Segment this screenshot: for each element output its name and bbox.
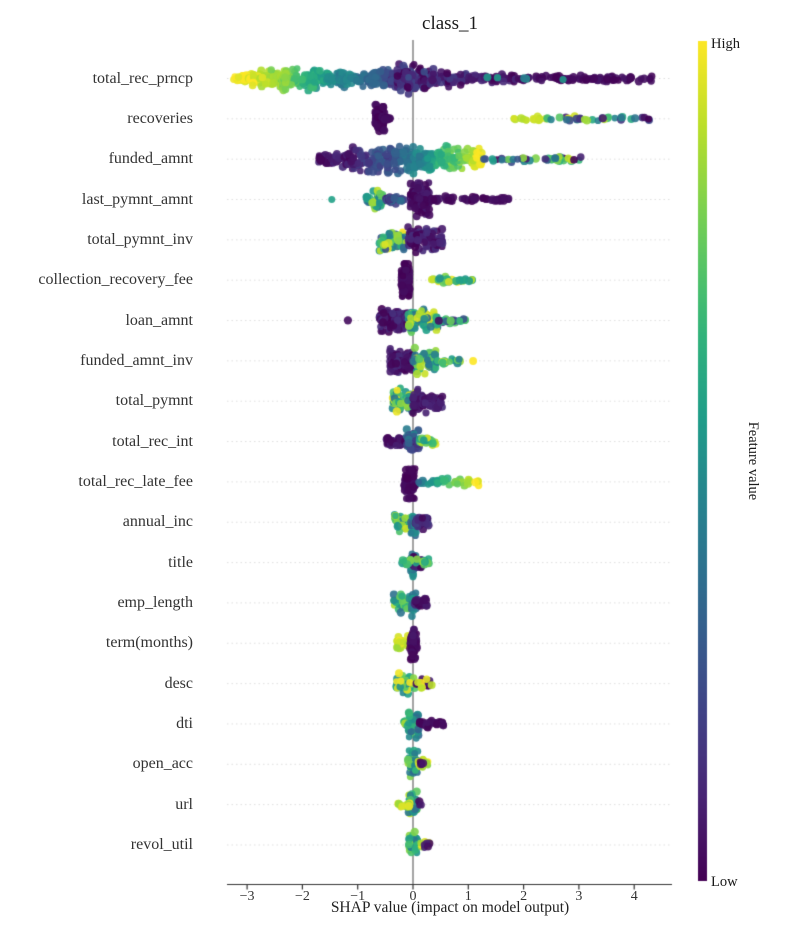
x-tick-label: 4: [630, 889, 638, 904]
feature-label: term(months): [105, 634, 193, 652]
x-tick-label: 1: [464, 889, 472, 904]
x-tick-label: −2: [294, 889, 310, 904]
feature-label: dti: [176, 714, 193, 732]
feature-label: annual_inc: [122, 513, 193, 531]
x-tick-label: −1: [350, 889, 366, 904]
feature-label: recoveries: [127, 109, 193, 127]
feature-label: collection_recovery_fee: [38, 271, 193, 289]
feature-label: total_rec_prncp: [92, 69, 193, 87]
x-tick-label: 2: [520, 889, 528, 904]
feature-label: total_rec_late_fee: [78, 472, 193, 490]
colorbar-low-label: Low: [711, 874, 738, 890]
x-tick-label: 0: [409, 889, 417, 904]
feature-label: funded_amnt: [108, 150, 193, 168]
feature-label: title: [168, 553, 193, 571]
colorbar-title: Feature value: [744, 421, 761, 501]
feature-label: desc: [164, 674, 193, 692]
x-tick-label: 3: [575, 889, 583, 904]
feature-label: total_pymnt: [115, 392, 193, 410]
feature-label: emp_length: [117, 593, 193, 611]
chart-title: class_1: [422, 13, 478, 34]
colorbar-high-label: High: [711, 36, 740, 52]
feature-label: revol_util: [130, 835, 193, 853]
feature-label: funded_amnt_inv: [80, 351, 193, 369]
feature-label: total_pymnt_inv: [87, 230, 193, 248]
feature-label: url: [175, 795, 193, 813]
feature-label: total_rec_int: [112, 432, 193, 450]
x-tick-label: −3: [239, 889, 255, 904]
feature-label: loan_amnt: [125, 311, 193, 329]
feature-label: open_acc: [132, 755, 193, 773]
feature-label: last_pymnt_amnt: [81, 190, 193, 208]
x-axis-label: SHAP value (impact on model output): [330, 899, 570, 916]
